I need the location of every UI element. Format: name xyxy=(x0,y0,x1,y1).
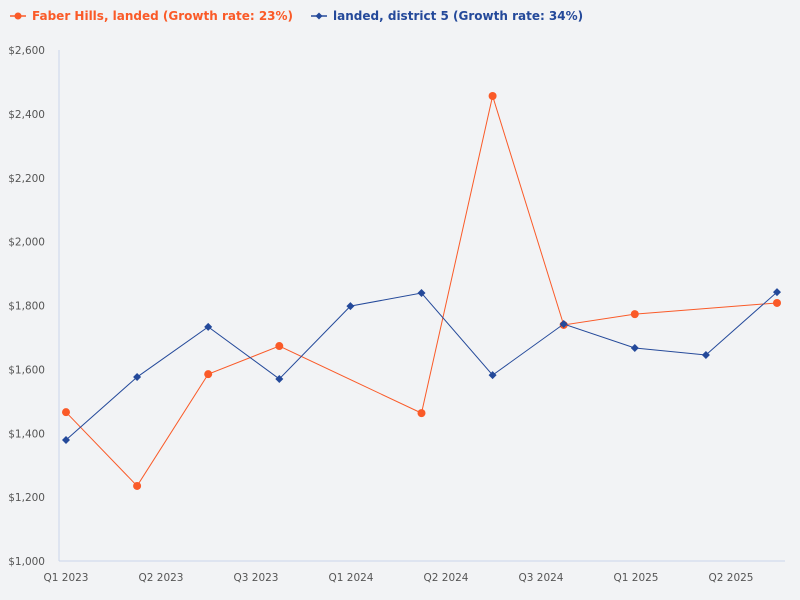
data-point xyxy=(417,289,426,298)
data-point xyxy=(275,374,284,383)
y-tick-label: $1,800 xyxy=(8,301,45,313)
y-tick-label: $1,400 xyxy=(8,428,45,440)
data-point xyxy=(133,373,142,382)
x-tick-label: Q1 2023 xyxy=(43,572,88,584)
x-tick-label: Q3 2023 xyxy=(233,572,278,584)
data-point xyxy=(62,435,70,444)
x-tick-label: Q1 2024 xyxy=(328,572,373,584)
legend-label: Faber Hills, landed (Growth rate: 23%) xyxy=(32,9,294,23)
legend-item-faber-hills[interactable]: Faber Hills, landed (Growth rate: 23%) xyxy=(10,9,293,23)
data-point xyxy=(62,408,70,417)
data-point xyxy=(773,298,781,307)
legend: Faber Hills, landed (Growth rate: 23%) l… xyxy=(10,9,583,23)
data-point xyxy=(701,351,710,360)
series-line-1 xyxy=(65,291,778,441)
data-point xyxy=(488,91,497,100)
data-point xyxy=(275,342,284,351)
y-tick-label: $1,000 xyxy=(8,556,45,568)
circle-marker-icon xyxy=(10,12,26,20)
data-point xyxy=(773,288,781,297)
legend-item-district-5[interactable]: landed, district 5 (Growth rate: 34%) xyxy=(311,9,583,23)
data-point xyxy=(204,370,213,379)
legend-label: landed, district 5 (Growth rate: 34%) xyxy=(333,9,584,23)
x-tick-label: Q2 2023 xyxy=(138,572,183,584)
data-point xyxy=(133,481,142,490)
y-tick-label: $2,000 xyxy=(8,237,45,249)
data-point xyxy=(417,409,426,418)
x-tick-label: Q1 2025 xyxy=(613,572,658,584)
data-point xyxy=(204,322,213,331)
y-tick-label: $1,200 xyxy=(8,492,45,504)
x-tick-label: Q3 2024 xyxy=(518,572,563,584)
data-point xyxy=(630,310,639,319)
data-point xyxy=(559,320,568,329)
data-point xyxy=(488,371,497,380)
y-tick-label: $1,600 xyxy=(8,364,45,376)
y-tick-label: $2,200 xyxy=(8,173,45,185)
data-point xyxy=(346,302,355,311)
data-point xyxy=(630,343,639,352)
x-tick-label: Q2 2024 xyxy=(423,572,468,584)
diamond-marker-icon xyxy=(311,12,328,20)
x-tick-label: Q2 2025 xyxy=(708,572,753,584)
y-tick-label: $2,400 xyxy=(8,109,45,121)
y-tick-label: $2,600 xyxy=(8,45,45,57)
